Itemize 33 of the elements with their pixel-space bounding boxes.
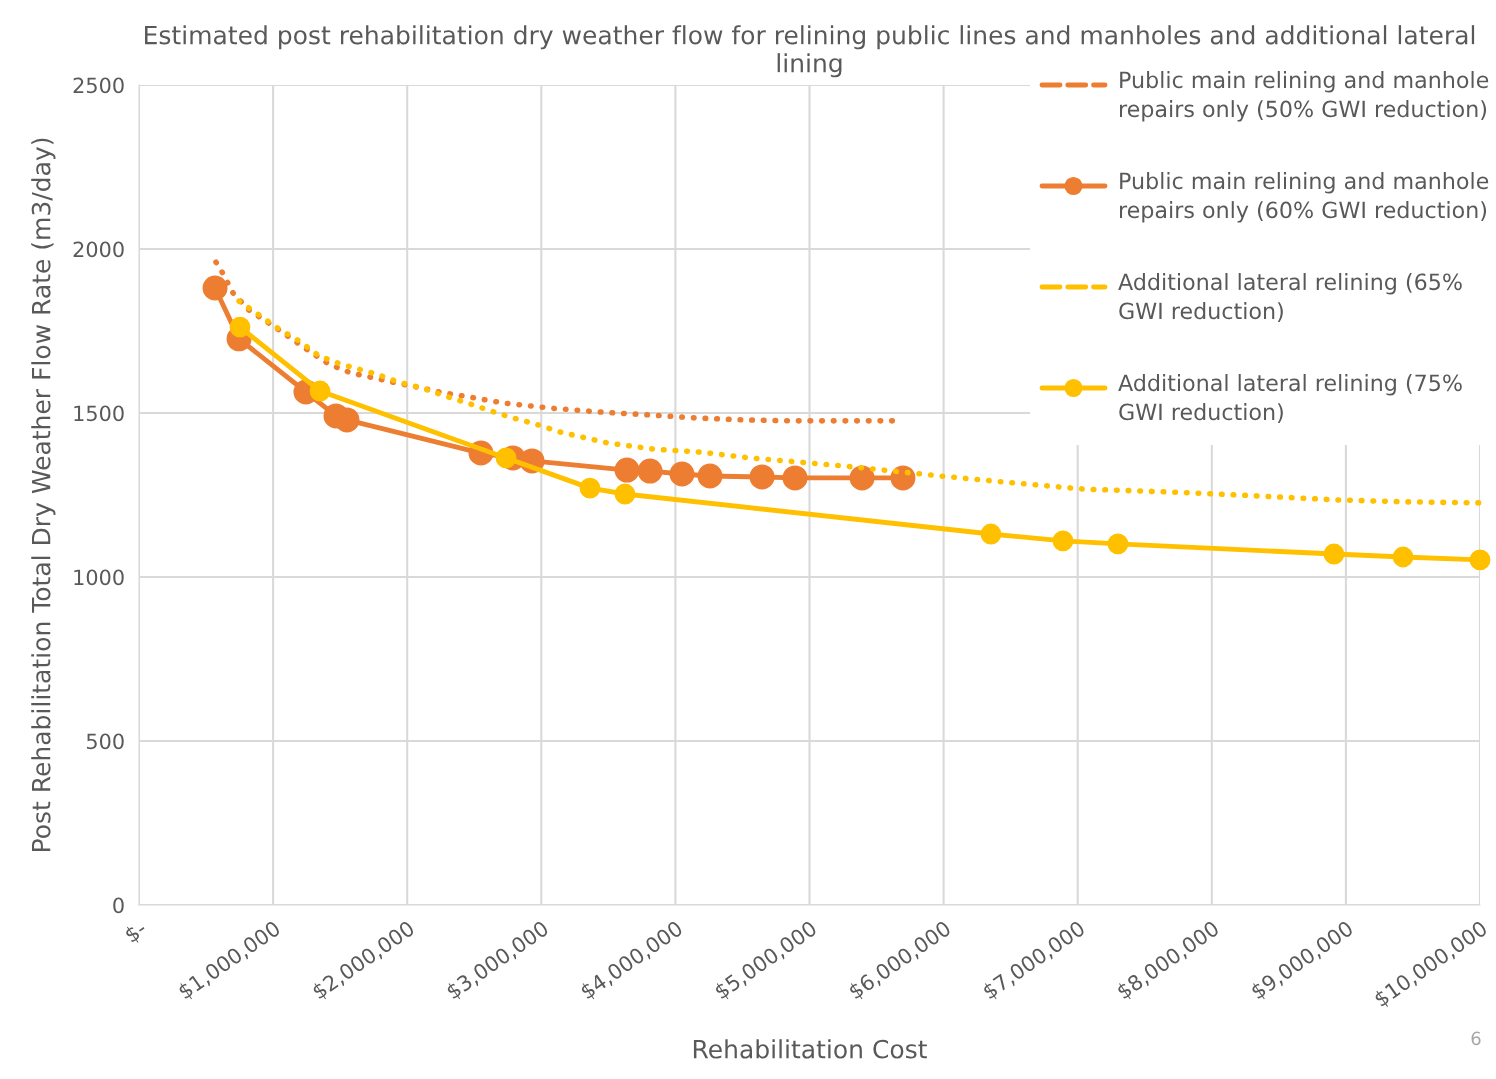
y-axis-title: Post Rehabilitation Total Dry Weather Flow Rate (m3/day) [31,138,56,852]
point [495,447,517,469]
legend-label: Additional lateral relining (65% GWI reduction) [1118,273,1462,322]
legend-label: Additional lateral relining (75% GWI reduction) [1118,374,1462,423]
point [614,483,636,505]
point [229,316,251,338]
point [637,458,663,484]
point [669,461,695,487]
point [1469,549,1491,571]
point [614,457,640,483]
point [782,465,808,491]
point [697,463,723,489]
x-tick-label: $- [123,919,149,946]
point [1052,530,1074,552]
y-tick-label: 1000 [74,569,124,586]
point [309,380,331,402]
y-tick-label: 500 [86,733,124,750]
y-tick-label: 2500 [73,77,124,94]
point [1392,546,1414,568]
y-tick-label: 1500 [74,405,124,422]
point [1323,543,1345,565]
point [579,477,601,499]
y-tick-label: 2000 [73,241,124,258]
point [849,465,875,491]
point [749,464,775,490]
legend-label: Public main relining and manhole repairs only (60% GWI reduction) [1120,172,1489,223]
text: 6 [1471,1031,1481,1046]
point [202,275,228,301]
point [334,407,360,433]
y-tick-label: 0 [113,897,124,914]
point [980,523,1002,545]
x-axis-title: Rehabilitation Cost [693,1039,927,1059]
point [1107,533,1129,555]
